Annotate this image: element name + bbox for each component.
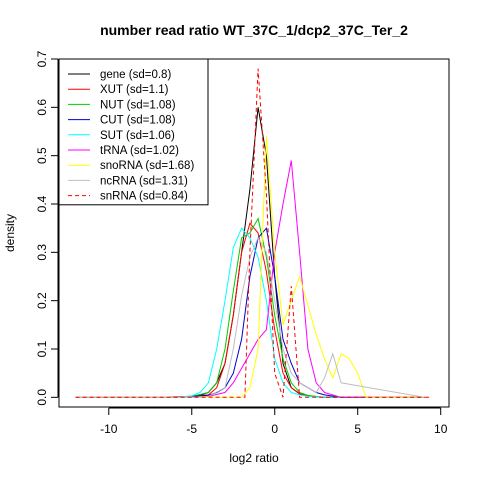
y-axis-label: density xyxy=(3,214,17,252)
x-tick-label-0: -10 xyxy=(100,422,118,436)
series-line-2 xyxy=(75,217,425,398)
y-tick-label-2: 0.2 xyxy=(35,292,49,309)
y-tick-label-1: 0.1 xyxy=(35,340,49,357)
legend: gene (sd=0.8) XUT (sd=1.1) NUT (sd=1.08) CU… xyxy=(58,58,209,206)
legend-label-6: snoRNA (sd=1.68) xyxy=(100,160,194,172)
y-tick-label-4: 0.4 xyxy=(35,195,49,212)
x-tick-label-4: 10 xyxy=(434,422,448,436)
legend-label-4: SUT (sd=1.06) xyxy=(100,130,175,142)
legend-label-3: CUT (sd=1.08) xyxy=(100,115,176,127)
x-tick-label-1: -5 xyxy=(186,422,197,436)
legend-label-7: ncRNA (sd=1.31) xyxy=(100,175,188,187)
legend-label-8: snRNA (sd=0.84) xyxy=(100,191,188,203)
plot-frame xyxy=(58,58,450,408)
y-axis: 0.0 0.1 0.2 0.3 0.4 0.5 0.6 0.7 xyxy=(35,50,59,406)
y-tick-label-0: 0.0 xyxy=(35,389,49,406)
legend-label-2: NUT (sd=1.08) xyxy=(100,99,176,111)
x-axis: -10 -5 0 5 10 xyxy=(100,407,448,436)
series-line-6 xyxy=(75,136,425,398)
series-line-4 xyxy=(75,227,425,398)
x-tick-label-3: 5 xyxy=(354,422,361,436)
series-line-5 xyxy=(75,160,425,398)
y-tick-label-6: 0.6 xyxy=(35,99,49,116)
series-line-8 xyxy=(75,68,425,398)
y-tick-label-5: 0.5 xyxy=(35,147,49,164)
x-axis-label: log2 ratio xyxy=(229,451,279,465)
y-tick-label-7: 0.7 xyxy=(35,50,49,67)
x-tick-label-2: 0 xyxy=(271,422,278,436)
plot-lines xyxy=(75,68,430,398)
series-line-3 xyxy=(75,227,425,398)
legend-label-1: XUT (sd=1.1) xyxy=(100,84,169,96)
series-line-7 xyxy=(75,236,425,398)
legend-label-5: tRNA (sd=1.02) xyxy=(100,145,179,157)
series-line-1 xyxy=(75,222,430,398)
y-tick-label-3: 0.3 xyxy=(35,244,49,261)
chart-title: number read ratio WT_37C_1/dcp2_37C_Ter_… xyxy=(100,22,408,38)
legend-label-0: gene (sd=0.8) xyxy=(100,69,171,81)
